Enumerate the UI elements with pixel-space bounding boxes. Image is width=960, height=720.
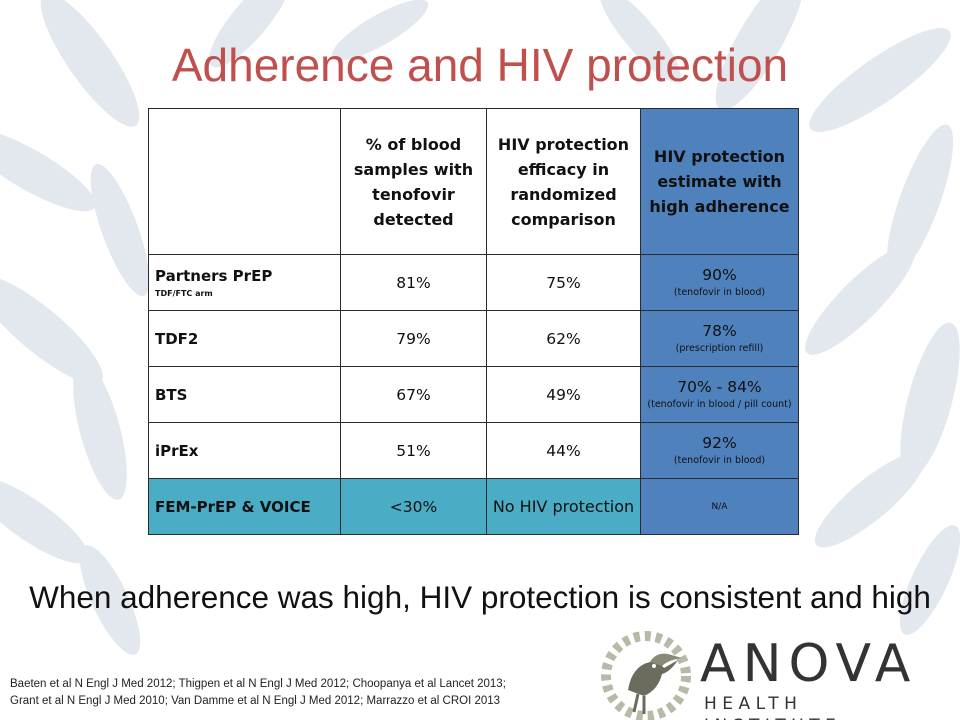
study-cell: FEM-PrEP & VOICE	[148, 478, 341, 535]
reference-line: Grant et al N Engl J Med 2010; Van Damme…	[10, 695, 501, 707]
estimate-cell: 90% (tenofovir in blood)	[640, 254, 799, 311]
table-row: BTS 67% 49% 70% - 84% (tenofovir in bloo…	[148, 366, 799, 423]
table-row: iPrEx 51% 44% 92% (tenofovir in blood)	[148, 422, 799, 479]
study-cell: BTS	[148, 366, 341, 423]
study-cell: TDF2	[148, 310, 341, 367]
takeaway-text: When adherence was high, HIV protection …	[29, 579, 931, 615]
table-header-empty	[148, 108, 341, 255]
study-name: FEM-PrEP & VOICE	[155, 497, 311, 516]
slide-title: Adherence and HIV protection	[171, 39, 789, 91]
estimate-cell: 92% (tenofovir in blood)	[640, 422, 799, 479]
study-name: TDF2	[155, 329, 199, 348]
detected-cell: 81%	[340, 254, 487, 311]
estimate-value: 78%	[702, 322, 737, 340]
table-header-blood-samples: % of blood samples with tenofovir detect…	[340, 108, 487, 255]
estimate-note: (prescription refill)	[675, 343, 764, 354]
table-header-estimate: HIV protection estimate with high adhere…	[640, 108, 799, 255]
detected-cell: <30%	[340, 478, 487, 535]
hornbill-logo-icon	[601, 631, 691, 720]
adherence-table-container: % of blood samples with tenofovir detect…	[148, 108, 799, 535]
anova-wordmark: ANOVA	[700, 634, 918, 694]
estimate-cell: N/A	[640, 478, 799, 535]
table-row: TDF2 79% 62% 78% (prescription refill)	[148, 310, 799, 367]
estimate-value: 70% - 84%	[677, 378, 762, 396]
detected-cell: 51%	[340, 422, 487, 479]
adherence-table: % of blood samples with tenofovir detect…	[148, 108, 799, 535]
efficacy-cell: 75%	[486, 254, 641, 311]
detected-cell: 79%	[340, 310, 487, 367]
study-name: Partners PrEP	[155, 267, 273, 285]
detected-cell: 67%	[340, 366, 487, 423]
estimate-value: 92%	[702, 434, 737, 452]
efficacy-cell: 44%	[486, 422, 641, 479]
table-row: Partners PrEP TDF/FTC arm 81% 75% 90% (t…	[148, 254, 799, 311]
efficacy-cell: 49%	[486, 366, 641, 423]
references: Baeten et al N Engl J Med 2012; Thigpen …	[10, 676, 610, 710]
reference-line: Baeten et al N Engl J Med 2012; Thigpen …	[10, 678, 506, 690]
anova-tagline: HEALTH INSTITUTE	[704, 694, 836, 720]
table-row: FEM-PrEP & VOICE <30% No HIV protection …	[148, 478, 799, 535]
table-header-efficacy: HIV protection efficacy in randomized co…	[486, 108, 641, 255]
estimate-note: (tenofovir in blood)	[673, 455, 766, 466]
efficacy-cell: 62%	[486, 310, 641, 367]
estimate-value: 90%	[702, 266, 737, 284]
study-cell: iPrEx	[148, 422, 341, 479]
estimate-cell: 78% (prescription refill)	[640, 310, 799, 367]
study-name: iPrEx	[155, 441, 199, 460]
study-cell: Partners PrEP TDF/FTC arm	[148, 254, 341, 311]
estimate-note: (tenofovir in blood / pill count)	[647, 399, 792, 410]
estimate-cell: 70% - 84% (tenofovir in blood / pill cou…	[640, 366, 799, 423]
study-name: BTS	[155, 385, 188, 404]
efficacy-cell: No HIV protection	[486, 478, 641, 535]
study-subtitle: TDF/FTC arm	[155, 289, 213, 298]
table-header-row: % of blood samples with tenofovir detect…	[148, 108, 799, 255]
estimate-note: (tenofovir in blood)	[673, 287, 766, 298]
